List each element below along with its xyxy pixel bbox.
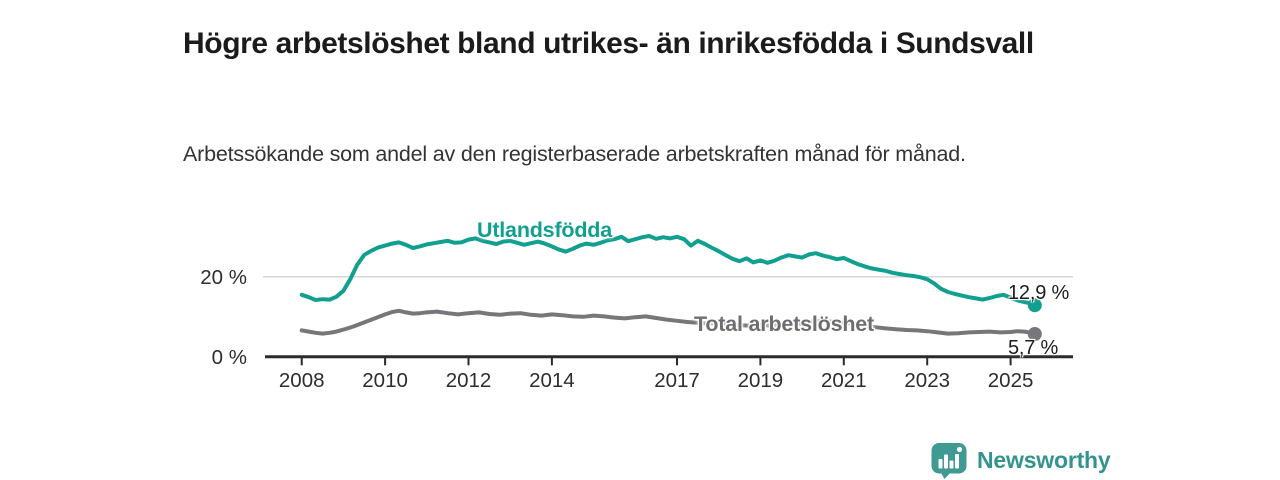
series-label-utlandsfodda: Utlandsfödda bbox=[477, 218, 612, 242]
newsworthy-logo[interactable]: Newsworthy bbox=[931, 442, 1111, 479]
y-tick-label: 0 % bbox=[212, 346, 247, 369]
x-tick-label: 2025 bbox=[988, 369, 1034, 392]
series-label-total-arbetsloshet: Total arbetslöshet bbox=[694, 312, 874, 336]
end-value-utlandsfodda: 12,9 % bbox=[1008, 282, 1070, 304]
chart-title: Högre arbetslöshet bland utrikes- än inr… bbox=[183, 27, 1034, 61]
series-line-0 bbox=[299, 234, 1037, 308]
x-tick-label: 2019 bbox=[738, 369, 784, 392]
x-tick-label: 2017 bbox=[654, 369, 700, 392]
end-value-total: 5,7 % bbox=[1008, 337, 1059, 359]
x-tick-label: 2010 bbox=[362, 369, 408, 392]
series-end-dot-1 bbox=[1027, 327, 1042, 341]
series-end-dot-0 bbox=[1027, 298, 1042, 313]
series-line-1 bbox=[299, 308, 1037, 336]
newsworthy-bubble-chart-icon bbox=[931, 443, 967, 479]
x-tick-label: 2014 bbox=[529, 369, 575, 392]
newsworthy-wordmark: Newsworthy bbox=[977, 447, 1111, 473]
x-tick-label: 2012 bbox=[446, 369, 492, 392]
chart-subtitle: Arbetssökande som andel av den registerb… bbox=[183, 141, 966, 166]
x-tick-label: 2008 bbox=[279, 369, 325, 392]
y-tick-label: 20 % bbox=[200, 266, 247, 289]
x-tick-label: 2023 bbox=[904, 369, 950, 392]
x-tick-label: 2021 bbox=[821, 369, 867, 392]
